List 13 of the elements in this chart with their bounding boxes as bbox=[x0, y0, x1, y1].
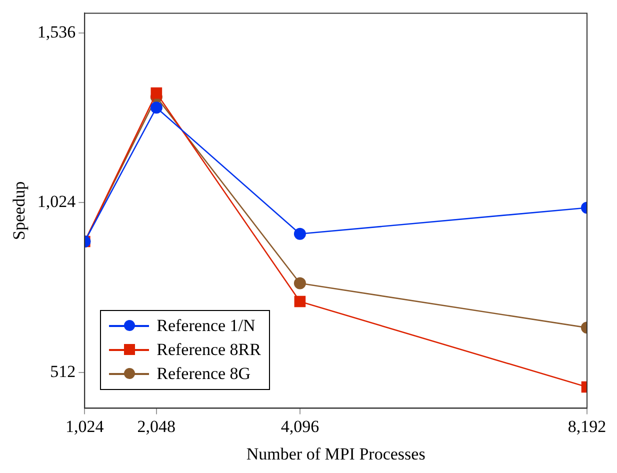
y-axis-title: Speedup bbox=[10, 181, 29, 240]
point bbox=[294, 277, 306, 290]
x-tick-label: 2,048 bbox=[137, 416, 176, 436]
y-tick-label: 512 bbox=[50, 362, 76, 381]
x-tick-label: 8,192 bbox=[568, 416, 606, 436]
y-tick-label: 1,536 bbox=[37, 22, 76, 42]
legend-label: Reference 8G bbox=[156, 364, 251, 384]
x-tick-label: 1,024 bbox=[66, 416, 104, 436]
x-axis-title: Number of MPI Processes bbox=[246, 444, 426, 464]
legend-label: Reference 1/N bbox=[156, 316, 256, 336]
legend-label: Reference 8RR bbox=[156, 340, 261, 360]
y-tick-label: 1,024 bbox=[37, 192, 76, 212]
x-tick-label: 4,096 bbox=[280, 416, 320, 436]
